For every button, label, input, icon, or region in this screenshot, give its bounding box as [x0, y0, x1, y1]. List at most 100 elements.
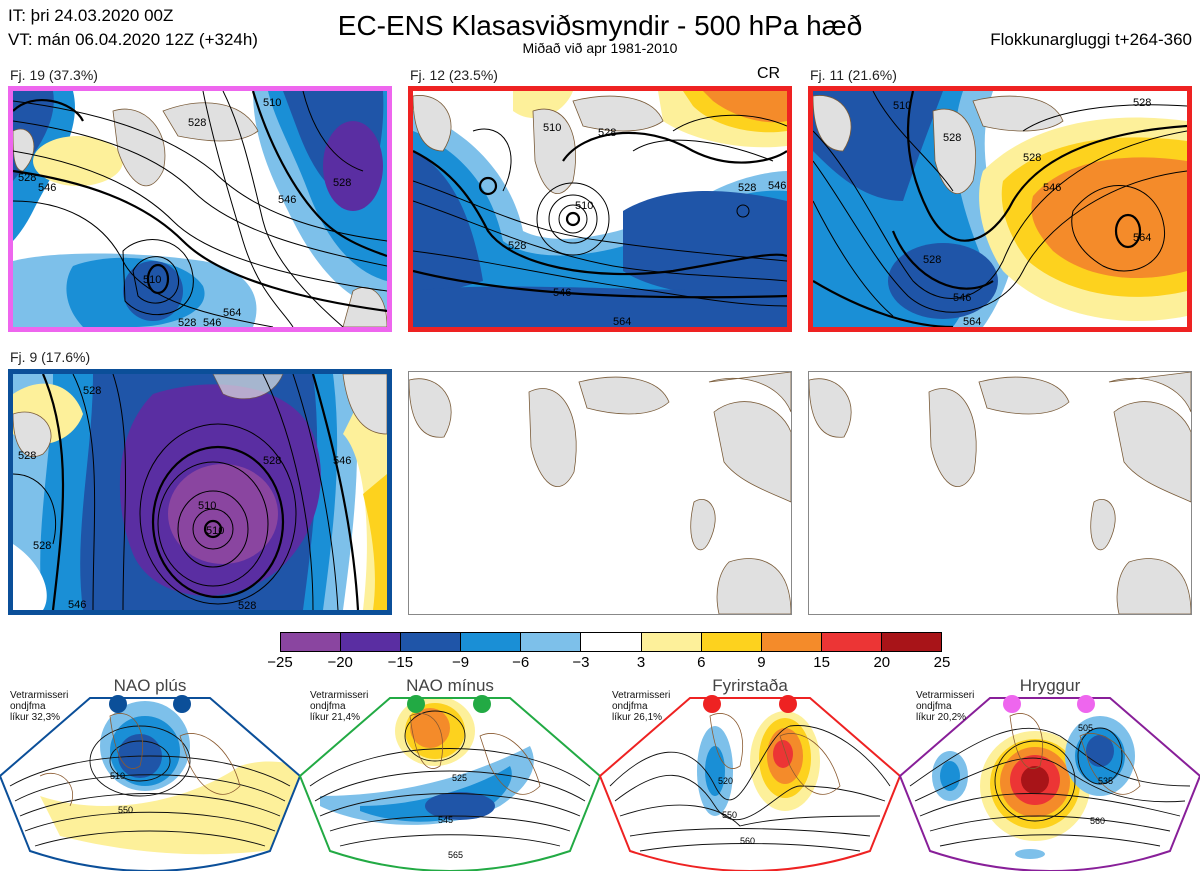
- contour-label: 546: [203, 317, 221, 327]
- contour-label: 528: [83, 385, 101, 397]
- colorbar-tick-label: 15: [813, 654, 830, 671]
- colorbar-swatch: [760, 633, 821, 651]
- colorbar-tick-label: −20: [327, 654, 353, 671]
- contour-label: 528: [943, 132, 961, 144]
- contour-label: 546: [953, 292, 971, 304]
- colorbar-swatch: [640, 633, 701, 651]
- colorbar-swatch: [580, 633, 641, 651]
- regime-note-line: Vetrarmisseri: [612, 690, 671, 701]
- regime-note-line: ondjfma: [612, 701, 648, 712]
- regimes-row: 510 550: [0, 676, 1200, 872]
- contour-label: 564: [613, 316, 631, 327]
- contour-label: 510: [143, 274, 161, 286]
- cluster-3-label: Fj. 11 (21.6%): [810, 67, 897, 83]
- contour-label: 546: [333, 455, 351, 467]
- regime-dot: [173, 695, 191, 713]
- regime-dot: [1077, 695, 1095, 713]
- contour-label: 528: [18, 172, 36, 184]
- contour-label: 510: [543, 122, 561, 134]
- regime-title: Fyrirstaða: [712, 676, 788, 695]
- contour-label: 564: [223, 307, 241, 319]
- contour-label: 550: [722, 810, 737, 820]
- regime-note: Vetrarmisseri ondjfma líkur 32,3%: [10, 690, 100, 723]
- colorbar-tick-label: −9: [451, 654, 470, 671]
- regime-sector-frame: [0, 697, 302, 872]
- regime-note-line: ondjfma: [10, 701, 46, 712]
- contour-label: 560: [740, 836, 755, 846]
- valid-time: VT: mán 06.04.2020 12Z (+324h): [8, 30, 258, 49]
- regime-note-line: líkur 21,4%: [310, 712, 361, 723]
- contour-label: 510: [575, 200, 593, 212]
- regime-note-line: ondjfma: [916, 701, 952, 712]
- regime-note: Vetrarmisseri ondjfma líkur 21,4%: [310, 690, 400, 723]
- regime-note: Vetrarmisseri ondjfma líkur 26,1%: [612, 690, 702, 723]
- contour-label: 560: [1090, 816, 1105, 826]
- classification-window: Flokkunargluggi t+264-360: [990, 30, 1192, 49]
- cr-label: CR: [757, 65, 781, 82]
- cluster-map-fj19: 528 510 528 546 528 546 510 528 546 564: [8, 86, 392, 332]
- colorbar-tick-label: 3: [636, 654, 646, 671]
- contour-label: 546: [553, 287, 571, 299]
- contour-label: 510: [198, 500, 216, 512]
- regime-note-line: líkur 32,3%: [10, 712, 61, 723]
- contour-label: 528: [18, 450, 36, 462]
- regime-dot: [407, 695, 425, 713]
- colorbar-swatch: [460, 633, 521, 651]
- contour-label: 528: [508, 240, 526, 252]
- page-subtitle: Miðað við apr 1981-2010: [522, 40, 678, 56]
- contour-label: 528: [1023, 152, 1041, 164]
- cluster-map-fj9: 528 510 528 546 510 528 528 546 528: [8, 369, 392, 615]
- colorbar-swatch: [281, 633, 341, 651]
- regime-dot: [473, 695, 491, 713]
- regime-title: NAO mínus: [406, 676, 494, 695]
- cluster-4-label: Fj. 9 (17.6%): [10, 349, 91, 365]
- regime-note: Vetrarmisseri ondjfma líkur 20,2%: [916, 690, 1006, 723]
- regime-sector-frame: [598, 697, 902, 872]
- regime-dot: [779, 695, 797, 713]
- contour-label: 528: [178, 317, 196, 327]
- contour-label: 525: [452, 773, 467, 783]
- contour-label: 528: [738, 182, 756, 194]
- cluster-map-fj12: 528 510 528 510 528 546 546 564: [408, 86, 792, 332]
- contour-label: 528: [188, 117, 206, 129]
- contour-label: 550: [118, 805, 133, 815]
- contour-label: 510: [206, 525, 224, 537]
- regime-title: NAO plús: [113, 676, 187, 695]
- regimes-svg: 510 550: [0, 695, 1200, 872]
- colorbar-swatch: [400, 633, 461, 651]
- cluster-2-label: Fj. 12 (23.5%): [410, 67, 498, 83]
- contour-label: 528: [33, 540, 51, 552]
- contour-label: 545: [438, 815, 453, 825]
- contour-label: 546: [1043, 182, 1061, 194]
- contour-label: 546: [278, 194, 296, 206]
- colorbar-swatch: [700, 633, 761, 651]
- regime-dot: [1003, 695, 1021, 713]
- contour-label: 535: [1098, 776, 1113, 786]
- colorbar-ticks: −25 −20 −15 −9 −6 −3 3 6 9 15 20 25: [0, 655, 1200, 673]
- empty-map-panel: [408, 371, 792, 615]
- regime-note-line: Vetrarmisseri: [10, 690, 69, 701]
- colorbar-tick-label: −15: [387, 654, 414, 671]
- colorbar-tick-label: 25: [933, 654, 951, 671]
- contour-label: 564: [963, 316, 981, 327]
- contour-label: 528: [923, 254, 941, 266]
- contour-label: 510: [263, 97, 281, 109]
- contour-label: 528: [1133, 97, 1151, 109]
- colorbar-swatch: [880, 633, 942, 651]
- empty-map-panel: [808, 371, 1192, 615]
- colorbar-swatch: [520, 633, 581, 651]
- colorbar-tick-label: −6: [512, 654, 530, 671]
- contour-label: 528: [333, 177, 351, 189]
- regime-dot: [109, 695, 127, 713]
- colorbar-tick-label: 20: [873, 654, 891, 671]
- colorbar-tick-label: −25: [267, 654, 293, 671]
- regime-sector-frame: [898, 697, 1200, 872]
- colorbar-swatch: [340, 633, 401, 651]
- regime-title: Hryggur: [1019, 676, 1081, 695]
- contour-label: 546: [768, 180, 786, 192]
- contour-label: 510: [893, 100, 911, 112]
- init-time: IT: þri 24.03.2020 00Z: [8, 6, 174, 25]
- contour-label: 520: [718, 776, 733, 786]
- contour-label: 546: [38, 182, 56, 194]
- regime-dot: [703, 695, 721, 713]
